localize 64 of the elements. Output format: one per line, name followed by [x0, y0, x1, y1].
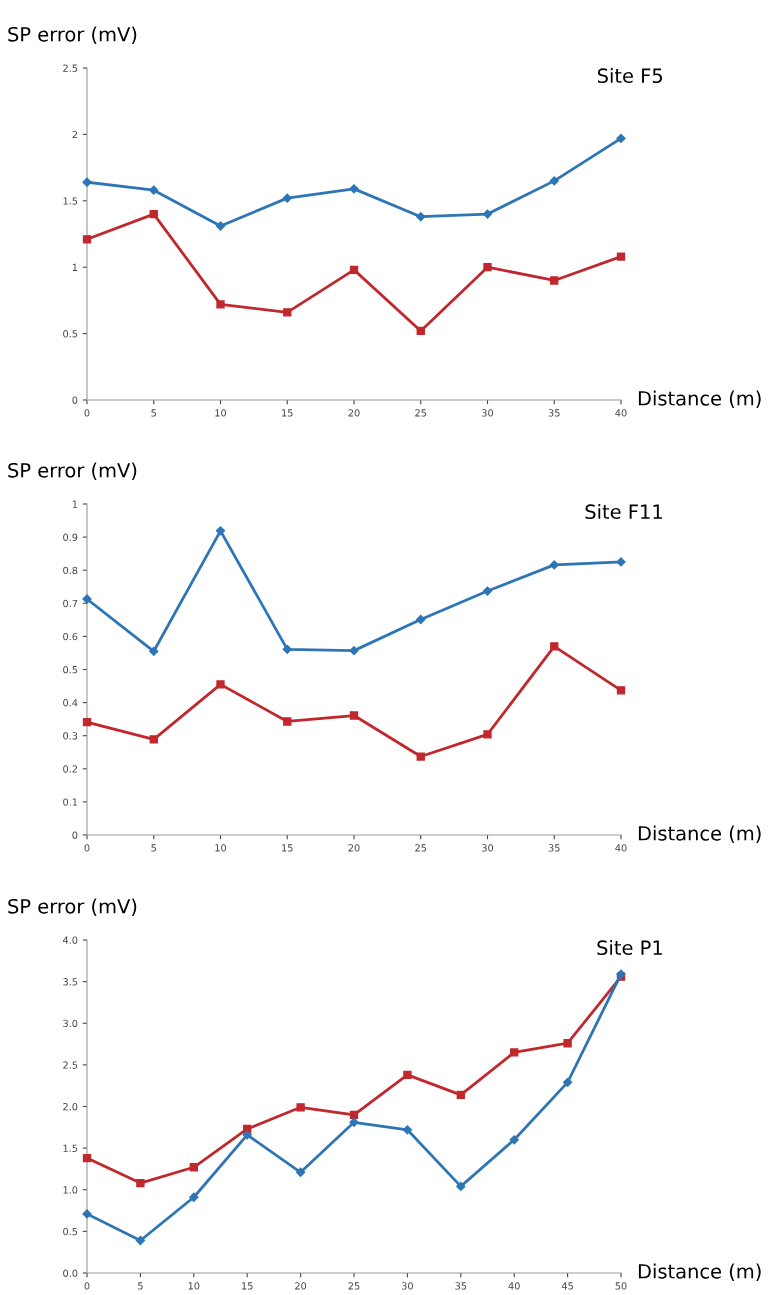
x-tick-label: 20 [295, 1282, 307, 1290]
x-tick-label: 0 [84, 844, 90, 852]
x-tick-label: 35 [548, 844, 560, 852]
y-tick-label: 2.5 [63, 1061, 78, 1069]
y-tick-label: 0.2 [63, 765, 77, 773]
x-tick-label: 10 [215, 409, 227, 417]
y-tick-label: 0.3 [63, 732, 78, 740]
y-tick-label: 2.5 [63, 64, 78, 72]
y-tick-label: 0 [72, 831, 78, 839]
y-tick-label: 1.0 [63, 1186, 78, 1194]
x-tick-label: 35 [548, 409, 560, 417]
y-tick-label: 2 [72, 130, 77, 139]
x-tick-label: 20 [348, 844, 360, 852]
y-tick-label: 0.1 [63, 798, 78, 806]
chart-title: Site F11 [585, 504, 662, 520]
y-axis-title: SP error (mV) [8, 898, 137, 916]
y-tick-label: 0.5 [63, 330, 78, 338]
y-axis-title: SP error (mV) [8, 462, 137, 480]
y-tick-label: 1.5 [63, 1144, 78, 1152]
x-axis-title: Distance (m) [638, 390, 761, 408]
y-tick-label: 2.0 [63, 1102, 78, 1111]
x-tick-label: 0 [84, 409, 90, 417]
y-tick-label: 0.4 [63, 699, 78, 707]
x-tick-label: 5 [151, 409, 156, 417]
x-tick-label: 10 [215, 844, 227, 852]
chart-title: Site P1 [597, 940, 662, 956]
x-tick-label: 30 [482, 409, 494, 417]
x-tick-label: 25 [348, 1282, 360, 1290]
y-tick-label: 0.5 [63, 665, 78, 674]
x-axis-title: Distance (m) [638, 1263, 761, 1281]
x-axis-title: Distance (m) [638, 825, 761, 843]
y-tick-label: 1.5 [63, 197, 78, 205]
y-tick-label: 0 [72, 396, 78, 404]
x-tick-label: 40 [508, 1282, 520, 1290]
x-tick-label: 0 [84, 1282, 90, 1290]
y-tick-label: 0.9 [63, 533, 78, 541]
x-tick-label: 20 [348, 409, 360, 417]
y-axis-title: SP error (mV) [8, 26, 137, 44]
x-tick-label: 35 [455, 1282, 467, 1290]
x-tick-label: 5 [138, 1282, 143, 1290]
y-tick-label: 0.5 [63, 1227, 78, 1236]
x-tick-label: 25 [415, 409, 427, 417]
x-tick-label: 45 [561, 1282, 573, 1290]
x-tick-label: 40 [615, 409, 627, 417]
y-tick-label: 1 [72, 500, 78, 508]
x-tick-label: 15 [282, 844, 293, 852]
x-tick-label: 15 [282, 409, 293, 417]
chart-title: Site F5 [597, 68, 663, 84]
x-tick-label: 50 [615, 1282, 627, 1290]
y-tick-label: 0.0 [63, 1269, 78, 1277]
x-tick-label: 10 [188, 1282, 200, 1290]
x-tick-label: 30 [401, 1282, 413, 1290]
x-tick-label: 25 [415, 844, 427, 852]
x-tick-label: 40 [615, 844, 627, 852]
y-tick-label: 0.6 [63, 632, 78, 641]
x-tick-label: 5 [151, 844, 156, 852]
y-tick-label: 3.5 [63, 978, 78, 986]
y-tick-label: 0.8 [63, 566, 78, 575]
y-tick-label: 4.0 [62, 936, 78, 944]
x-tick-label: 30 [482, 844, 494, 852]
x-tick-label: 15 [242, 1282, 253, 1290]
y-tick-label: 3.0 [63, 1019, 78, 1028]
y-tick-label: 1 [72, 263, 78, 271]
y-tick-label: 0.7 [63, 599, 78, 608]
